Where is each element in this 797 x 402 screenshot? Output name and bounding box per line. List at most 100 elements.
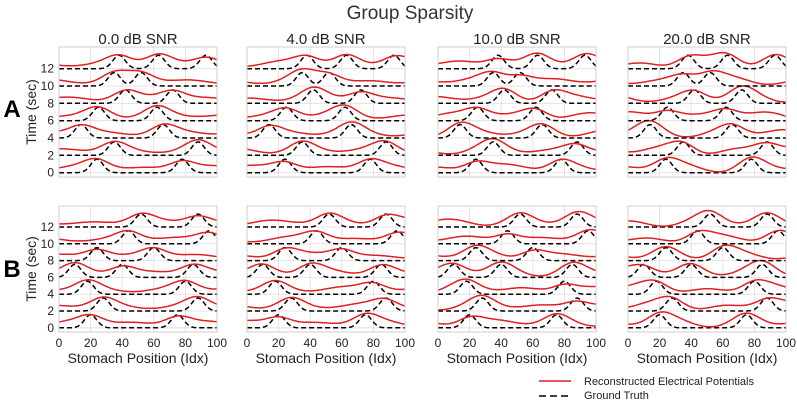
ground-truth-trace-t12 xyxy=(438,213,596,228)
x-tick-label: 80 xyxy=(558,336,572,350)
reconstructed-trace-t10 xyxy=(628,229,786,242)
reconstructed-trace-t6 xyxy=(438,106,596,118)
reconstructed-trace-t4 xyxy=(438,121,596,137)
ground-truth-trace-t0 xyxy=(628,158,786,174)
reconstructed-trace-t12 xyxy=(247,212,405,225)
ground-truth-trace-t4 xyxy=(628,123,786,139)
traces-r1c1 xyxy=(247,212,405,329)
ground-truth-trace-t0 xyxy=(59,158,217,174)
reconstructed-trace-t2 xyxy=(59,138,217,154)
traces-r0c0 xyxy=(59,53,217,174)
x-tick-label: 0 xyxy=(56,336,63,350)
row-label-b: B xyxy=(3,256,20,283)
y-tick-label: 8 xyxy=(47,96,54,110)
ground-truth-trace-t8 xyxy=(628,89,786,105)
x-tick-label: 40 xyxy=(495,336,509,350)
x-tick-label: 100 xyxy=(207,336,227,350)
reconstructed-trace-t4 xyxy=(628,278,786,292)
reconstructed-trace-t6 xyxy=(247,104,405,119)
ground-truth-trace-t2 xyxy=(247,141,405,157)
reconstructed-trace-t8 xyxy=(628,85,786,103)
ground-truth-trace-t8 xyxy=(247,89,405,105)
traces-r0c1 xyxy=(247,53,405,174)
reconstructed-trace-t4 xyxy=(59,279,217,293)
x-axis-label: Stomach Position (Idx) xyxy=(68,350,209,366)
ground-truth-trace-t12 xyxy=(247,213,405,228)
y-tick-label: 4 xyxy=(47,131,54,145)
reconstructed-trace-t4 xyxy=(59,123,217,136)
x-axis-label: Stomach Position (Idx) xyxy=(637,350,778,366)
reconstructed-trace-t0 xyxy=(438,158,596,171)
traces-r1c2 xyxy=(438,210,596,329)
ground-truth-trace-t12 xyxy=(628,213,786,228)
reconstructed-trace-t4 xyxy=(247,279,405,292)
ground-truth-trace-t4 xyxy=(247,280,405,295)
x-tick-label: 100 xyxy=(776,336,796,350)
x-tick-label: 0 xyxy=(625,336,632,350)
ground-truth-trace-t8 xyxy=(438,246,596,262)
x-axis-label: Stomach Position (Idx) xyxy=(447,350,588,366)
ground-truth-trace-t2 xyxy=(438,297,596,312)
ground-truth-trace-t0 xyxy=(59,314,217,329)
ground-truth-trace-t8 xyxy=(59,89,217,105)
legend: Reconstructed Electrical Potentials Grou… xyxy=(539,376,754,402)
reconstructed-trace-t0 xyxy=(59,157,217,169)
reconstructed-trace-t0 xyxy=(247,312,405,326)
ground-truth-trace-t8 xyxy=(438,89,596,105)
reconstructed-trace-t10 xyxy=(59,69,217,84)
ground-truth-trace-t0 xyxy=(628,314,786,329)
x-tick-label: 80 xyxy=(748,336,762,350)
ground-truth-trace-t10 xyxy=(59,230,217,245)
ground-truth-trace-t4 xyxy=(247,123,405,139)
legend-ground-truth-label: Ground Truth xyxy=(584,390,649,402)
reconstructed-trace-t12 xyxy=(438,210,596,226)
y-tick-label: 10 xyxy=(41,237,55,251)
reconstructed-trace-t4 xyxy=(247,121,405,137)
y-tick-label: 0 xyxy=(47,166,54,180)
panel-r0c2: 10.0 dB SNR xyxy=(437,31,597,178)
reconstructed-trace-t10 xyxy=(247,230,405,243)
ground-truth-trace-t10 xyxy=(247,71,405,87)
ground-truth-trace-t10 xyxy=(438,230,596,245)
y-tick-label: 2 xyxy=(47,304,54,318)
panel-frame-r0c3 xyxy=(627,46,787,178)
x-tick-label: 60 xyxy=(335,336,349,350)
panel-frame-r1c0 xyxy=(58,205,218,333)
reconstructed-trace-t8 xyxy=(438,244,596,258)
reconstructed-trace-t12 xyxy=(59,212,217,225)
ground-truth-trace-t8 xyxy=(628,246,786,262)
x-axis-label: Stomach Position (Idx) xyxy=(256,350,397,366)
reconstructed-trace-t6 xyxy=(59,261,217,273)
ground-truth-trace-t4 xyxy=(438,280,596,295)
reconstructed-trace-t12 xyxy=(628,209,786,227)
panel-frame-r0c1 xyxy=(246,46,406,178)
reconstructed-trace-t4 xyxy=(438,278,596,291)
reconstructed-trace-t10 xyxy=(59,229,217,242)
ground-truth-trace-t2 xyxy=(59,141,217,157)
reconstructed-trace-t2 xyxy=(628,140,786,154)
x-tick-label: 20 xyxy=(653,336,667,350)
y-tick-label: 6 xyxy=(47,114,54,128)
y-axis-label: Time (sec) xyxy=(23,79,39,145)
ground-truth-trace-t0 xyxy=(438,314,596,329)
reconstructed-trace-t8 xyxy=(247,246,405,259)
reconstructed-trace-t6 xyxy=(247,262,405,274)
ground-truth-trace-t6 xyxy=(247,106,405,122)
reconstructed-trace-t2 xyxy=(628,295,786,310)
reconstructed-trace-t10 xyxy=(628,69,786,86)
reconstructed-trace-t12 xyxy=(59,53,217,67)
column-title: 4.0 dB SNR xyxy=(286,31,365,48)
reconstructed-trace-t10 xyxy=(438,228,596,241)
traces-r1c3 xyxy=(628,209,786,329)
ground-truth-trace-t2 xyxy=(247,297,405,312)
reconstructed-trace-t4 xyxy=(628,119,786,138)
ground-truth-trace-t0 xyxy=(438,158,596,174)
ground-truth-trace-t10 xyxy=(628,230,786,245)
reconstructed-trace-t8 xyxy=(59,89,217,101)
ground-truth-trace-t6 xyxy=(438,263,596,279)
y-tick-label: 8 xyxy=(47,254,54,268)
